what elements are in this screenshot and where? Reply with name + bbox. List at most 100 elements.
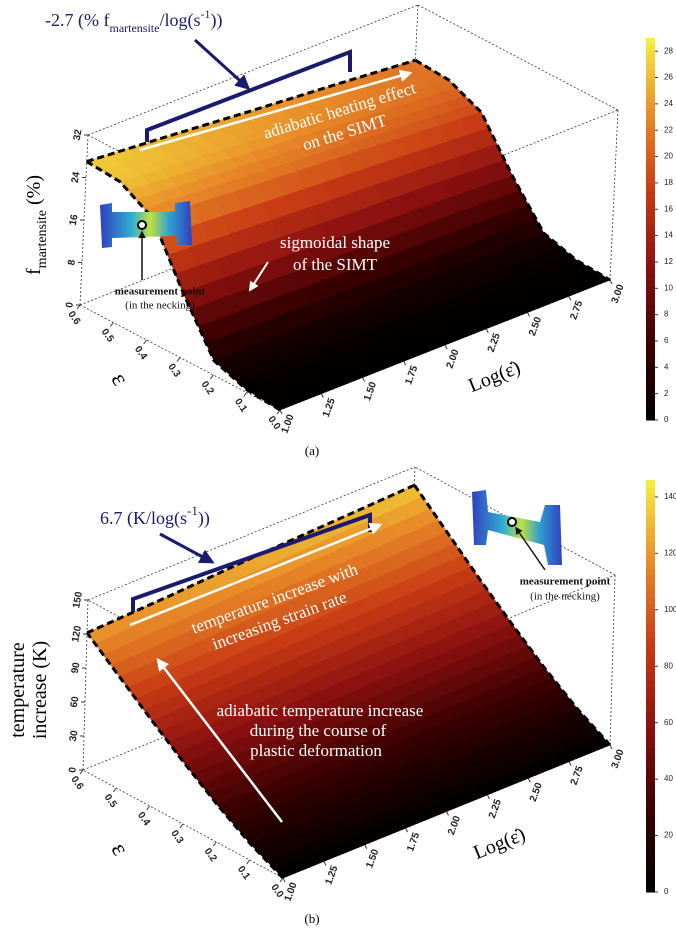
box-edge xyxy=(609,109,619,281)
y-tick-label: 0.1 xyxy=(232,397,249,415)
colorbar-band xyxy=(646,292,655,300)
colorbar-band xyxy=(646,299,655,306)
colorbar-band xyxy=(646,775,655,783)
colorbar-band xyxy=(646,589,655,598)
x-tick xyxy=(403,361,407,366)
colorbar-band xyxy=(646,235,655,243)
x-axis-label: Log(ε̇) xyxy=(465,356,523,397)
z-tick-label: 32 xyxy=(72,128,85,141)
colorbar-band xyxy=(646,44,655,52)
x-tick-label: 1.25 xyxy=(321,396,338,418)
box-edge xyxy=(82,599,89,771)
colorbar-band xyxy=(646,789,655,797)
colorbar-band xyxy=(646,850,655,859)
y-tick xyxy=(112,787,117,793)
x-tick-label: 2.00 xyxy=(446,814,463,836)
colorbar-band xyxy=(646,596,655,605)
colorbar-tick-label: 40 xyxy=(664,774,673,783)
colorbar-band xyxy=(646,229,655,236)
colorbar-band xyxy=(646,514,655,522)
colorbar-band xyxy=(646,260,655,268)
colorbar-band xyxy=(646,699,655,708)
colorbar-band xyxy=(646,356,655,364)
y-tick xyxy=(109,322,114,327)
colorbar-band xyxy=(646,127,655,134)
colorbar-band xyxy=(646,878,655,886)
point-label: measurement point xyxy=(115,286,206,298)
colorbar-band xyxy=(646,158,655,166)
x-tick xyxy=(444,344,448,350)
colorbar-tick-label: 10 xyxy=(664,283,673,292)
point-label: (in the necking) xyxy=(530,591,600,603)
z-tick-label: 60 xyxy=(69,695,82,708)
z-tick-label: 8 xyxy=(66,258,78,266)
colorbar-band xyxy=(646,720,655,728)
rate-arrow xyxy=(193,38,251,91)
colorbar-band xyxy=(646,362,655,370)
colorbar-band xyxy=(646,190,655,198)
shape-arrow xyxy=(156,658,283,823)
colorbar-band xyxy=(646,885,655,893)
colorbar-tick-label: 28 xyxy=(664,46,673,55)
colorbar-tick-label: 12 xyxy=(664,257,673,266)
colorbar-band xyxy=(646,337,655,345)
y-tick-label: 0.4 xyxy=(132,344,149,362)
rate-bracket xyxy=(145,49,352,142)
x-tick-label: 1.75 xyxy=(403,364,420,386)
x-tick-label: 2.25 xyxy=(487,797,504,819)
y-tick xyxy=(246,859,251,865)
colorbar-tick-label: 0 xyxy=(664,887,669,896)
colorbar-band xyxy=(646,679,655,687)
surface-outline xyxy=(414,58,611,282)
colorbar-band xyxy=(646,541,655,550)
colorbar-band xyxy=(646,139,655,147)
x-tick xyxy=(279,409,283,415)
colorbar-band xyxy=(646,101,655,109)
colorbar-band xyxy=(646,734,655,742)
shape-label: plastic deformation xyxy=(250,741,382,760)
colorbar-band xyxy=(646,727,655,735)
colorbar-band xyxy=(646,713,655,721)
y-tick xyxy=(243,392,248,397)
colorbar-band xyxy=(646,349,655,357)
z-axis-label: temperatureincrease (K) xyxy=(7,641,51,739)
colorbar-band xyxy=(646,555,655,563)
colorbar-band xyxy=(646,413,655,421)
y-tick xyxy=(76,304,81,310)
colorbar-band xyxy=(646,754,655,763)
colorbar-band xyxy=(646,837,655,845)
colorbar-band xyxy=(646,324,655,332)
x-tick xyxy=(485,328,489,333)
specimen-icon xyxy=(100,201,192,280)
colorbar-band xyxy=(646,241,655,249)
colorbar-band xyxy=(646,857,655,866)
rate-arrow xyxy=(159,532,215,564)
box-edge xyxy=(609,574,616,746)
panel-label: (a) xyxy=(305,443,319,458)
colorbar-band xyxy=(646,88,655,96)
colorbar-band xyxy=(646,528,655,536)
surface-outline xyxy=(85,631,285,880)
z-tick-label: 120 xyxy=(70,624,84,643)
x-tick xyxy=(568,761,572,766)
y-tick-label: 0.5 xyxy=(102,792,119,810)
y-tick xyxy=(276,409,281,415)
colorbar-band xyxy=(646,864,655,872)
x-tick-label: 1.75 xyxy=(405,831,422,853)
colorbar-band xyxy=(646,617,655,625)
colorbar-band xyxy=(646,651,655,660)
colorbar-band xyxy=(646,120,655,128)
panel-label: (b) xyxy=(304,911,319,926)
colorbar-band xyxy=(646,583,655,591)
x-tick xyxy=(527,312,530,317)
z-axis-label-part: (%) xyxy=(23,175,45,210)
colorbar-band xyxy=(646,802,655,811)
colorbar-band xyxy=(646,706,655,714)
colorbar-band xyxy=(646,871,655,879)
colorbar-band xyxy=(646,624,655,632)
y-tick xyxy=(143,339,148,345)
x-tick-label: 2.75 xyxy=(569,764,586,786)
surface-outline xyxy=(86,58,416,163)
x-tick xyxy=(405,827,409,833)
